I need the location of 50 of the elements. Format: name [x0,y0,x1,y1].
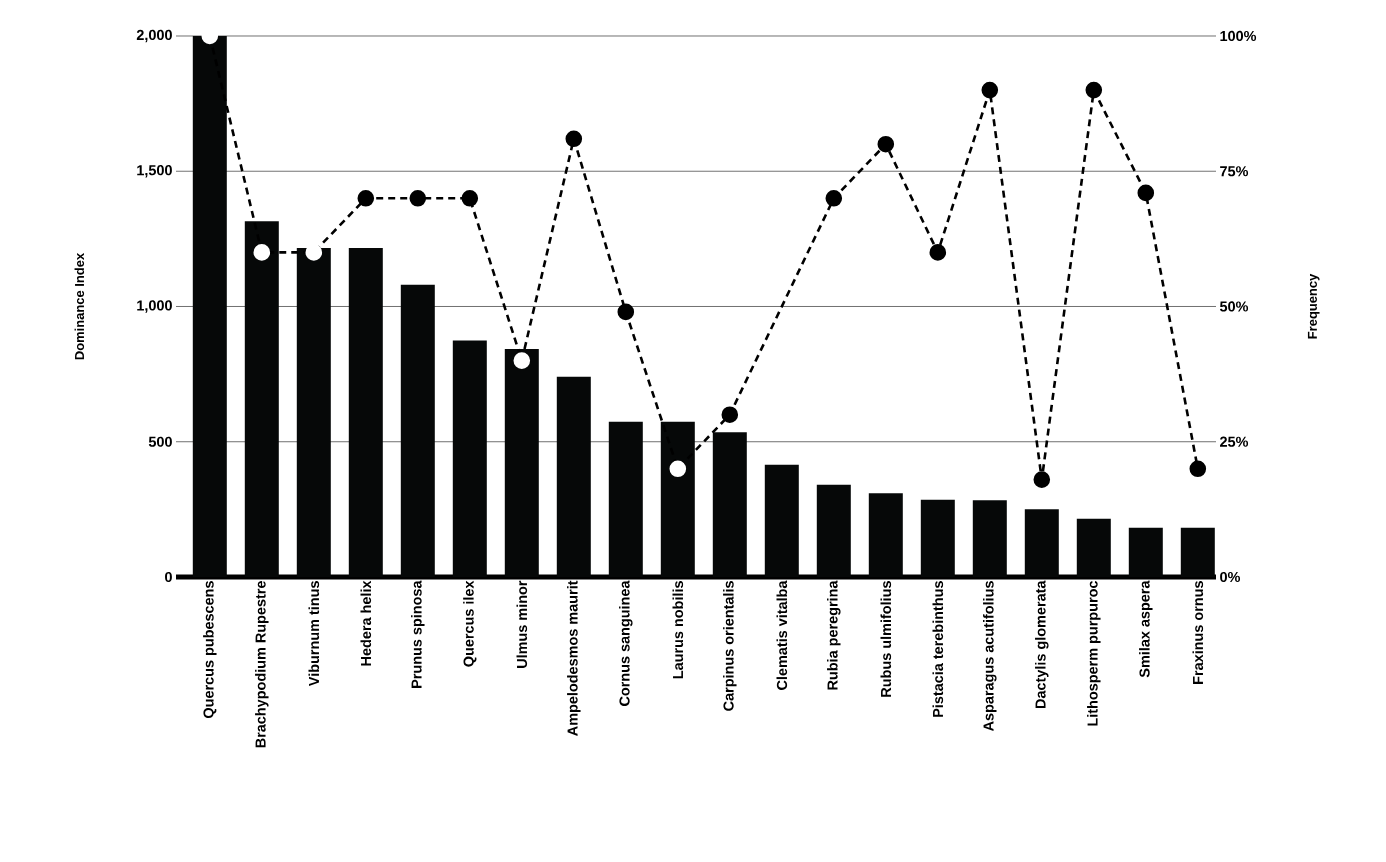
x-tick-label: Fraxinus ornus [1192,581,1204,684]
x-tick-label: Quercus ilex [463,580,477,667]
x-tick-label: Ulmus minor [516,580,528,668]
y2-tick-label: 0% [1220,571,1241,583]
x-tick-label: Carpinus orientalis [723,581,737,711]
point [929,244,947,261]
x-tick-label: Rubia peregrina [827,580,841,690]
y-tick-label: 1,500 [137,165,172,178]
x-tick-label: Cornus sanguinea [619,580,633,706]
x-tick-label: Hedera helix [360,580,372,666]
point [565,130,583,148]
y-tick-label: 2,000 [136,29,172,43]
x-tick-label: Laurus nobilis [672,581,684,679]
point [357,189,375,207]
x-tick-label: Dactylis glomerata [1035,580,1049,709]
y2-tick-label: 50% [1219,301,1249,312]
x-tick-label: Smilax aspera [1139,580,1153,678]
point [513,352,531,369]
x-tick-label: Rubus ulmifolius [880,581,892,697]
y-tick-label: 1,000 [137,300,172,313]
y2-tick-label: 100% [1220,30,1257,42]
x-tick-label: Pistacia terebinthus [932,581,944,717]
point [825,189,843,207]
point [409,189,427,207]
y-axis-title: Dominance Index [74,252,85,360]
point [877,135,895,153]
x-tick-label: Brachypodium Rupestre [255,581,269,748]
y2-tick-label: 75% [1220,166,1249,177]
x-tick-label: Asparagus acutifolius [983,581,997,732]
x-tick-label: Lithosperm purpuroc [1087,580,1101,726]
point [721,406,739,423]
x-tick-label: Clematis vitalba [776,580,788,690]
y2-tick-label: 25% [1220,436,1249,447]
y-tick-label: 0 [165,571,172,583]
point [1085,81,1103,99]
point [305,244,323,261]
point [669,460,687,478]
point [1137,184,1155,202]
x-tick-label: Viburnum tinus [308,581,320,687]
y-tick-label: 500 [148,436,172,447]
point [253,244,271,261]
x-tick-label: Prunus spinosa [411,580,425,688]
point [981,81,999,99]
point [1033,471,1051,488]
point [1189,460,1207,478]
point [617,303,635,321]
y2-axis-title: Frequency [1307,273,1320,339]
point [461,189,479,207]
x-tick-label: Ampelodesmos maurit [567,580,581,736]
x-tick-label: Quercus pubescens [203,581,217,719]
